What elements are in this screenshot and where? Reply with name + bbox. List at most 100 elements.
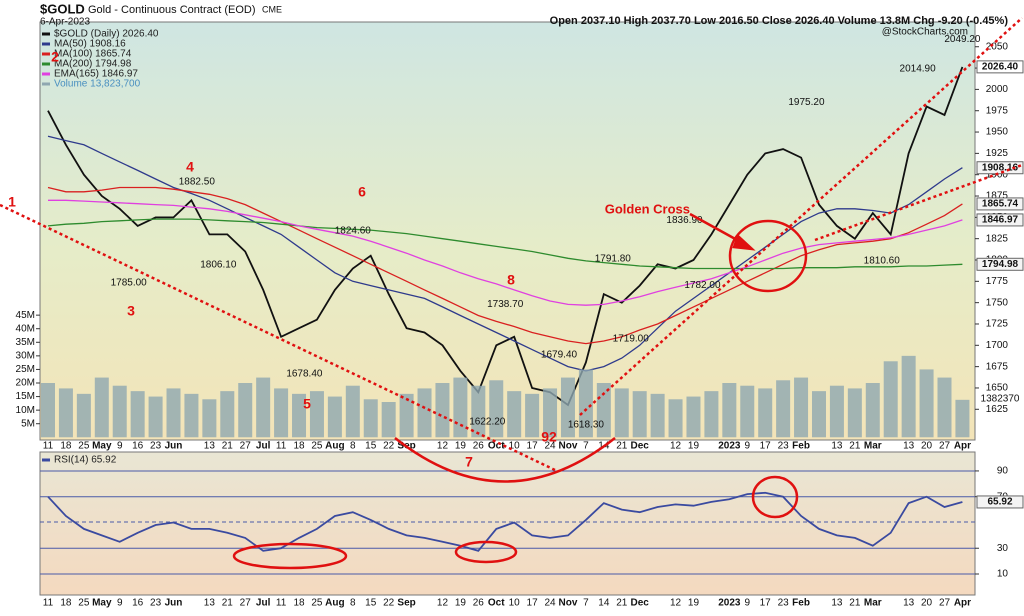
x-tick-label: 11 xyxy=(43,441,54,452)
x-tick-label: 25 xyxy=(78,441,90,452)
x-tick-label: 14 xyxy=(598,598,610,609)
x-tick-label: Aug xyxy=(325,598,344,609)
x-tick-label: 23 xyxy=(150,598,162,609)
circle xyxy=(454,540,518,564)
wave-label: 6 xyxy=(358,184,366,200)
wave-label: 92 xyxy=(541,429,557,445)
x-tick-label: 21 xyxy=(222,598,234,609)
y-tick-label: 1825 xyxy=(986,233,1009,244)
x-tick-label: Dec xyxy=(631,598,650,609)
rsi-panel xyxy=(39,451,976,596)
x-tick-label: 23 xyxy=(150,441,162,452)
y-tick-label: 2000 xyxy=(986,84,1009,95)
volume-bar xyxy=(363,399,378,438)
x-tick-label: 19 xyxy=(455,441,467,452)
volume-bar xyxy=(865,383,880,438)
y-tick-label: 1750 xyxy=(986,297,1009,308)
x-tick-label: 16 xyxy=(132,598,144,609)
x-tick-label: 21 xyxy=(222,441,234,452)
x-tick-label: 20 xyxy=(921,598,933,609)
volume-bar xyxy=(274,388,289,438)
axis-badge xyxy=(976,197,1024,211)
volume-badge: 1382370 xyxy=(981,394,1020,405)
volume-bar xyxy=(883,361,898,438)
series-line xyxy=(47,135,963,372)
price-annotation: 1806.10 xyxy=(200,259,237,270)
volume-bar xyxy=(955,399,970,438)
y-tick-label: 1875 xyxy=(986,191,1009,202)
x-tick-label: 2023 xyxy=(718,441,741,452)
x-tick-label: 11 xyxy=(276,441,287,452)
price-annotation: 1678.40 xyxy=(286,368,323,379)
volume-bar xyxy=(345,385,360,438)
volume-bar xyxy=(937,377,952,438)
axis-badge-label: 1908.16 xyxy=(982,162,1019,173)
x-tick-label: 19 xyxy=(688,598,700,609)
x-tick-label: 12 xyxy=(670,441,682,452)
x-tick-label: 18 xyxy=(60,441,72,452)
x-tick-label: 18 xyxy=(293,441,305,452)
volume-bar xyxy=(130,391,145,438)
wave-label: 5 xyxy=(303,396,311,412)
y2-tick-label: 35M xyxy=(16,337,35,348)
arc xyxy=(394,437,616,483)
y-tick-label: 1925 xyxy=(986,148,1009,159)
axis-badge xyxy=(976,213,1024,227)
callout: Golden Cross xyxy=(605,201,690,216)
x-tick-label: 11 xyxy=(43,598,54,609)
trendline xyxy=(0,203,556,472)
volume-bar xyxy=(596,383,611,438)
y-tick-label: 90 xyxy=(997,466,1009,477)
volume-bar xyxy=(435,383,450,438)
x-tick-label: 17 xyxy=(527,441,539,452)
x-tick-label: 17 xyxy=(527,598,539,609)
axis-badge-label: 1865.74 xyxy=(982,199,1019,210)
x-tick-label: 26 xyxy=(473,598,485,609)
x-tick-label: 24 xyxy=(544,598,556,609)
x-tick-label: 27 xyxy=(939,598,951,609)
volume-bar xyxy=(776,380,791,438)
x-tick-label: 13 xyxy=(903,441,915,452)
volume-bar xyxy=(614,388,629,438)
x-tick-label: 10 xyxy=(509,441,521,452)
wave-label: 3 xyxy=(127,303,135,319)
circle xyxy=(728,219,808,293)
legend-label: MA(100) 1865.74 xyxy=(54,49,132,60)
y2-tick-label: 40M xyxy=(16,323,35,334)
price-annotation: 1882.50 xyxy=(179,176,216,187)
x-tick-label: 16 xyxy=(132,441,144,452)
y-tick-label: 1700 xyxy=(986,340,1009,351)
x-tick-label: 13 xyxy=(831,441,843,452)
x-tick-label: 25 xyxy=(311,598,323,609)
volume-bar xyxy=(489,380,504,438)
description: Gold - Continuous Contract (EOD) xyxy=(88,4,256,16)
wave-label: 7 xyxy=(465,454,473,470)
x-tick-label: Feb xyxy=(792,441,810,452)
axis-badge-label: 1846.97 xyxy=(982,215,1019,226)
x-tick-label: Sep xyxy=(397,598,415,609)
volume-bar xyxy=(847,388,862,438)
x-tick-label: Dec xyxy=(631,441,650,452)
series-line xyxy=(47,186,963,345)
y-tick-label: 1975 xyxy=(986,105,1009,116)
price-annotation: 1618.30 xyxy=(568,420,605,431)
y2-tick-label: 10M xyxy=(16,405,35,416)
volume-bar xyxy=(220,391,235,438)
volume-bar xyxy=(794,377,809,438)
x-tick-label: Apr xyxy=(954,598,971,609)
x-tick-label: 17 xyxy=(760,441,772,452)
y-tick-label: 1950 xyxy=(986,127,1009,138)
x-tick-label: 24 xyxy=(544,441,556,452)
y2-tick-label: 5M xyxy=(21,418,35,429)
volume-bar xyxy=(417,388,432,438)
plot-layer: 1625165016751700172517501775180018251850… xyxy=(8,29,1024,609)
y2-tick-label: 30M xyxy=(16,350,35,361)
volume-bar xyxy=(704,391,719,438)
volume-bar xyxy=(722,383,737,438)
exchange: CME xyxy=(262,4,282,14)
volume-bar xyxy=(471,385,486,438)
x-tick-label: Jul xyxy=(256,441,271,452)
axis-badge-label: 2026.40 xyxy=(982,62,1019,73)
x-tick-label: 13 xyxy=(204,598,216,609)
